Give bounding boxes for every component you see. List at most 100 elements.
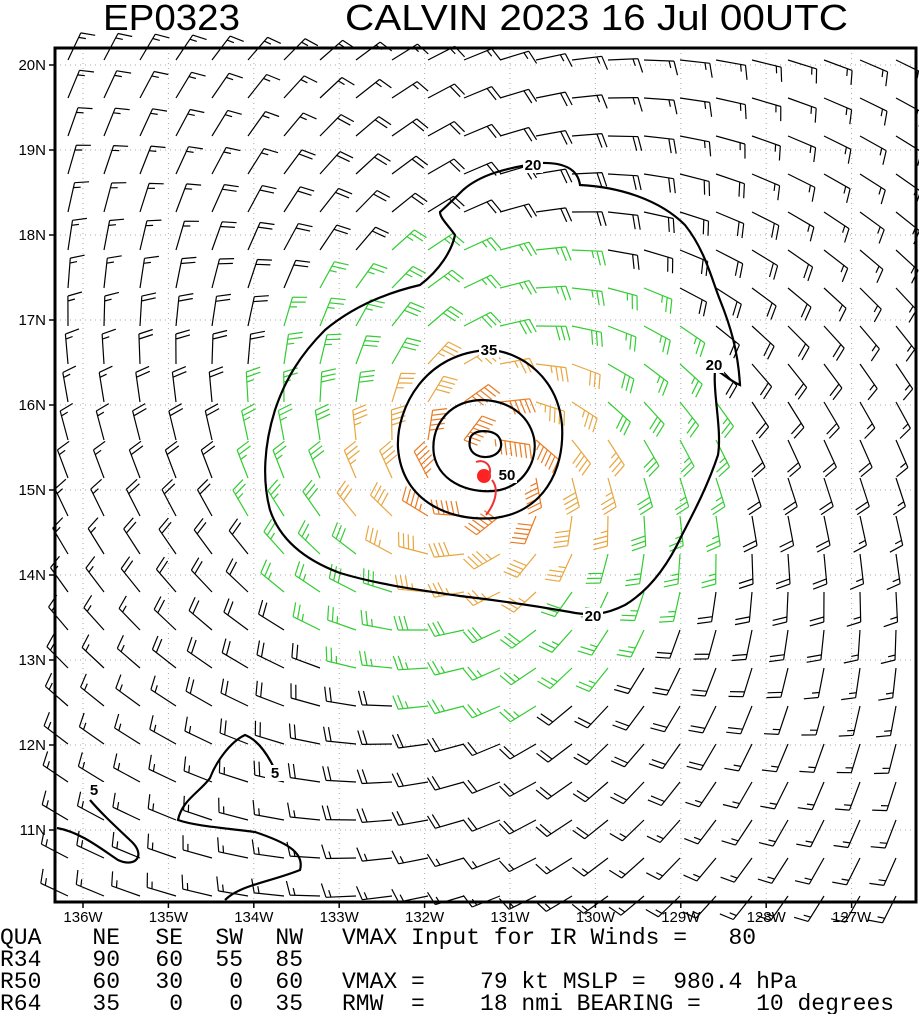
wind-barb	[103, 182, 127, 213]
wind-barb	[823, 135, 852, 164]
wind-barb	[392, 694, 429, 710]
wind-barb	[462, 666, 501, 681]
wind-barb	[859, 287, 882, 323]
wind-barb	[895, 439, 909, 478]
wind-barb	[111, 832, 141, 859]
wind-barb	[427, 341, 462, 365]
wind-barb	[151, 635, 177, 669]
wind-barb	[67, 291, 83, 327]
wind-barb	[208, 366, 224, 403]
wind-barb	[499, 781, 537, 797]
wind-barb	[889, 515, 904, 553]
wind-barb	[643, 401, 665, 437]
wind-barb	[193, 518, 213, 555]
wind-barb	[726, 705, 753, 735]
wind-barb	[787, 249, 814, 282]
wind-barb	[761, 743, 789, 773]
wind-barb	[175, 256, 197, 289]
wind-barb	[319, 76, 355, 99]
wind-barb	[883, 591, 899, 628]
wind-barb	[463, 86, 502, 101]
wind-barb	[679, 439, 695, 478]
wind-barb	[319, 151, 354, 175]
note-line: VMAX Input for IR Winds = 80	[342, 925, 756, 951]
wind-barb	[612, 705, 645, 731]
wind-barb	[139, 292, 157, 327]
wind-barb	[858, 439, 873, 478]
wind-barb	[118, 595, 141, 631]
wind-barb	[101, 328, 117, 365]
wind-barb	[320, 883, 357, 898]
label-bg	[497, 467, 517, 483]
wind-barb	[428, 541, 465, 558]
wind-barb	[168, 403, 184, 441]
wind-barb	[211, 109, 242, 137]
wind-barb	[391, 229, 427, 251]
wind-barb	[571, 401, 598, 433]
wind-barb	[369, 482, 393, 517]
wind-barb	[308, 440, 325, 479]
wind-barb	[859, 325, 880, 362]
wind-barb	[319, 297, 346, 327]
wind-barb	[499, 88, 538, 104]
wind-barb	[139, 182, 164, 213]
wind-barb	[462, 779, 501, 794]
wind-barb	[499, 203, 538, 218]
wind-barb	[171, 366, 187, 403]
wind-barb	[535, 439, 560, 474]
contour-label: 20	[706, 357, 723, 374]
wind-barb	[355, 335, 381, 365]
wind-barb	[886, 553, 901, 591]
wind-barb	[147, 833, 177, 859]
wind-barb	[608, 895, 645, 916]
wind-barb	[355, 189, 391, 213]
wind-barb	[625, 553, 645, 587]
wind-barb	[535, 91, 573, 107]
wind-barb	[247, 111, 280, 137]
wind-barb	[321, 805, 357, 821]
wind-barb	[705, 515, 721, 553]
wind-barb	[643, 59, 679, 76]
wind-barb	[217, 837, 249, 859]
wind-barb	[679, 325, 706, 357]
wind-barb	[355, 369, 375, 403]
wind-barb	[836, 743, 861, 774]
wind-barb	[211, 72, 243, 99]
wind-barb	[211, 184, 239, 213]
wind-barb	[499, 241, 538, 257]
wind-barb	[607, 58, 644, 73]
wind-barb	[812, 553, 828, 590]
wind-barb	[679, 401, 700, 438]
wind-barb	[571, 94, 608, 109]
wind-barb	[218, 797, 249, 821]
wind-barb	[283, 331, 303, 365]
wind-barb	[873, 743, 897, 775]
wind-barb	[98, 365, 113, 403]
wind-barb	[769, 629, 789, 663]
wind-barb	[685, 781, 717, 808]
wind-barb	[499, 667, 537, 686]
wind-barb	[679, 287, 708, 317]
wind-barb	[211, 293, 231, 327]
wind-barb	[787, 97, 817, 123]
wind-barb	[220, 678, 249, 707]
wind-barb	[355, 299, 385, 327]
wind-barb	[426, 775, 465, 791]
wind-barb	[251, 839, 285, 859]
wind-barb	[355, 153, 391, 175]
wind-barb	[855, 477, 870, 516]
lon-label: 135W	[149, 909, 189, 926]
wind-barb	[869, 857, 897, 886]
lat-label: 18N	[18, 227, 46, 244]
wind-barb	[427, 408, 448, 441]
wind-barb	[81, 634, 105, 669]
wind-barb	[608, 857, 645, 879]
wind-barb	[679, 135, 712, 157]
wind-barb	[413, 440, 435, 479]
lat-label: 16N	[18, 397, 46, 414]
wind-barb	[631, 515, 647, 552]
wind-barb	[391, 155, 429, 175]
wind-barb	[838, 705, 861, 737]
wind-barb	[697, 591, 717, 625]
